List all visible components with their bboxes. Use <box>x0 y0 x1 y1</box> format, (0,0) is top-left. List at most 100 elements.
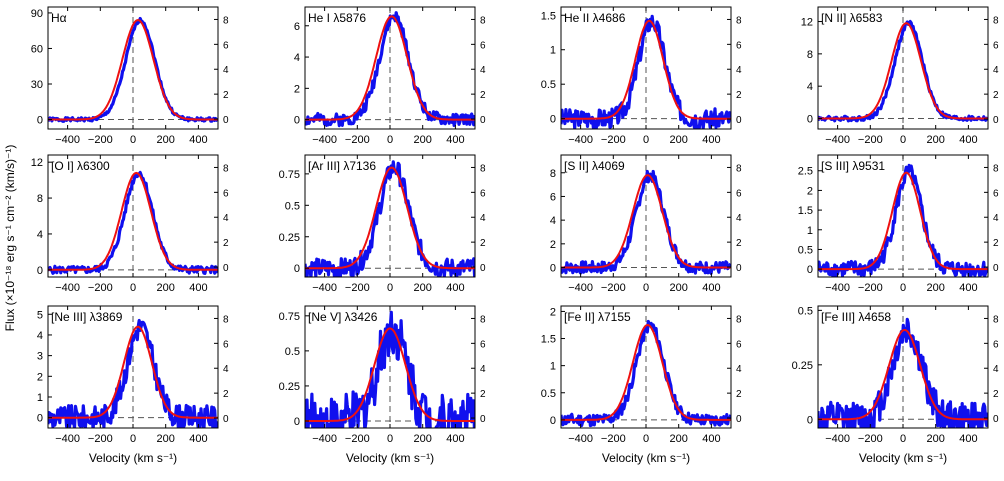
right-y-tick-label: 4 <box>480 65 486 76</box>
x-tick-label: −400 <box>55 433 80 445</box>
y-tick-label: 3 <box>37 351 43 363</box>
right-y-tick-label: 6 <box>223 339 229 350</box>
x-tick-label: 400 <box>702 282 720 294</box>
right-y-tick-label: 8 <box>480 15 486 26</box>
y-tick-label: 6 <box>550 191 556 203</box>
x-tick-label: 200 <box>670 282 688 294</box>
panel: −400 −200 0 200 400 0 0.5 1 1.5 0 2 4 6 8 He II λ4686 <box>541 6 742 146</box>
right-y-tick-label: 4 <box>480 213 486 224</box>
y-tick-label: 0.25 <box>279 381 300 393</box>
x-axis-label: Velocity (km s⁻¹) <box>89 451 177 465</box>
panel: −400 −200 0 200 400 0 4 8 12 0 2 4 6 8 [O I] λ6300 <box>31 154 229 294</box>
right-y-tick-label: 0 <box>736 115 742 126</box>
y-tick-label: 8 <box>37 193 43 205</box>
panel-title: [Ne V] λ3426 <box>308 310 378 324</box>
x-tick-label: 0 <box>900 134 906 146</box>
x-tick-label: 0 <box>387 134 393 146</box>
right-y-tick-label: 8 <box>736 15 742 26</box>
panel-title: Hα <box>51 11 67 25</box>
x-tick-label: −200 <box>858 433 883 445</box>
x-tick-label: 400 <box>446 282 464 294</box>
x-tick-label: 200 <box>414 282 432 294</box>
x-tick-label: −400 <box>825 134 850 146</box>
y-tick-label: 30 <box>31 79 43 91</box>
right-y-tick-label: 8 <box>993 314 999 325</box>
x-tick-label: 400 <box>702 134 720 146</box>
panel-title: [S III] λ9531 <box>821 159 885 173</box>
x-tick-label: −200 <box>88 433 113 445</box>
y-tick-label: 0.75 <box>279 169 300 181</box>
model-series <box>305 15 475 121</box>
right-y-tick-label: 8 <box>223 15 229 26</box>
y-tick-label: 2 <box>294 83 300 95</box>
y-tick-label: 0.5 <box>541 388 556 400</box>
right-y-tick-label: 2 <box>736 389 742 400</box>
right-y-tick-label: 2 <box>993 389 999 400</box>
panel: −400 −200 0 200 400 0 0.5 1 1.5 2 2.5 0 2 4 6 8 [S III] … <box>798 154 999 294</box>
x-tick-label: 200 <box>157 433 175 445</box>
right-y-tick-label: 8 <box>223 314 229 325</box>
right-y-tick-label: 4 <box>736 364 742 375</box>
right-y-tick-label: 6 <box>480 40 486 51</box>
right-y-tick-label: 2 <box>993 90 999 101</box>
y-tick-label: 0 <box>550 415 556 427</box>
right-y-tick-label: 8 <box>480 314 486 325</box>
x-tick-label: −200 <box>88 134 113 146</box>
model-series <box>561 19 731 120</box>
model-series <box>818 171 988 271</box>
x-tick-label: −200 <box>345 282 370 294</box>
right-y-tick-label: 4 <box>736 65 742 76</box>
y-tick-label: 0.75 <box>279 311 300 323</box>
panel-title: [O I] λ6300 <box>51 159 110 173</box>
right-y-tick-label: 8 <box>480 163 486 174</box>
right-y-tick-label: 4 <box>993 65 999 76</box>
panel: −400 −200 0 200 400 0 0.25 0.5 0.75 0 2 4 6 8 [Ne V] λ… <box>279 305 486 465</box>
y-tick-label: 0.5 <box>798 305 813 317</box>
x-tick-label: 0 <box>900 433 906 445</box>
model-series <box>48 171 218 271</box>
panel-title: He I λ5876 <box>308 11 366 25</box>
y-tick-label: 0 <box>807 414 813 426</box>
observed-series <box>305 160 475 277</box>
x-axis-label: Velocity (km s⁻¹) <box>346 451 434 465</box>
x-tick-label: 0 <box>130 134 136 146</box>
x-tick-label: 400 <box>959 433 977 445</box>
y-tick-label: 8 <box>807 49 813 61</box>
right-y-tick-label: 6 <box>736 188 742 199</box>
x-tick-label: −400 <box>312 282 337 294</box>
right-y-tick-label: 2 <box>223 389 229 400</box>
x-tick-label: 0 <box>643 282 649 294</box>
right-y-tick-label: 6 <box>993 188 999 199</box>
right-y-tick-label: 0 <box>736 263 742 274</box>
y-tick-label: 2 <box>37 371 43 383</box>
right-y-tick-label: 0 <box>993 115 999 126</box>
right-y-tick-label: 2 <box>480 90 486 101</box>
right-y-tick-label: 2 <box>993 238 999 249</box>
y-tick-label: 4 <box>807 81 813 93</box>
observed-series <box>48 318 218 428</box>
y-tick-label: 1.5 <box>541 334 556 346</box>
panel: −400 −200 0 200 400 0 1 2 3 4 5 0 2 4 6 8 [Ne III] λ3869… <box>37 305 229 465</box>
x-tick-label: 400 <box>959 282 977 294</box>
x-tick-label: 0 <box>900 282 906 294</box>
x-tick-label: −200 <box>601 134 626 146</box>
observed-series <box>818 317 988 428</box>
right-y-tick-label: 8 <box>736 314 742 325</box>
right-y-tick-label: 0 <box>223 115 229 126</box>
y-tick-label: 0 <box>807 113 813 125</box>
right-y-tick-label: 8 <box>223 163 229 174</box>
right-y-tick-label: 0 <box>223 414 229 425</box>
right-y-tick-label: 6 <box>480 188 486 199</box>
right-y-tick-label: 4 <box>223 364 229 375</box>
panel: −400 −200 0 200 400 0 30 60 90 0 2 4 6 8 Hα <box>31 6 229 146</box>
x-tick-label: −400 <box>825 433 850 445</box>
model-series <box>305 327 475 422</box>
x-tick-label: −200 <box>88 282 113 294</box>
y-tick-label: 2.5 <box>798 166 813 178</box>
y-tick-label: 4 <box>294 52 300 64</box>
x-tick-label: 400 <box>189 134 207 146</box>
x-tick-label: −400 <box>825 282 850 294</box>
x-tick-label: 200 <box>927 282 945 294</box>
x-tick-label: 0 <box>130 433 136 445</box>
x-tick-label: −200 <box>858 282 883 294</box>
